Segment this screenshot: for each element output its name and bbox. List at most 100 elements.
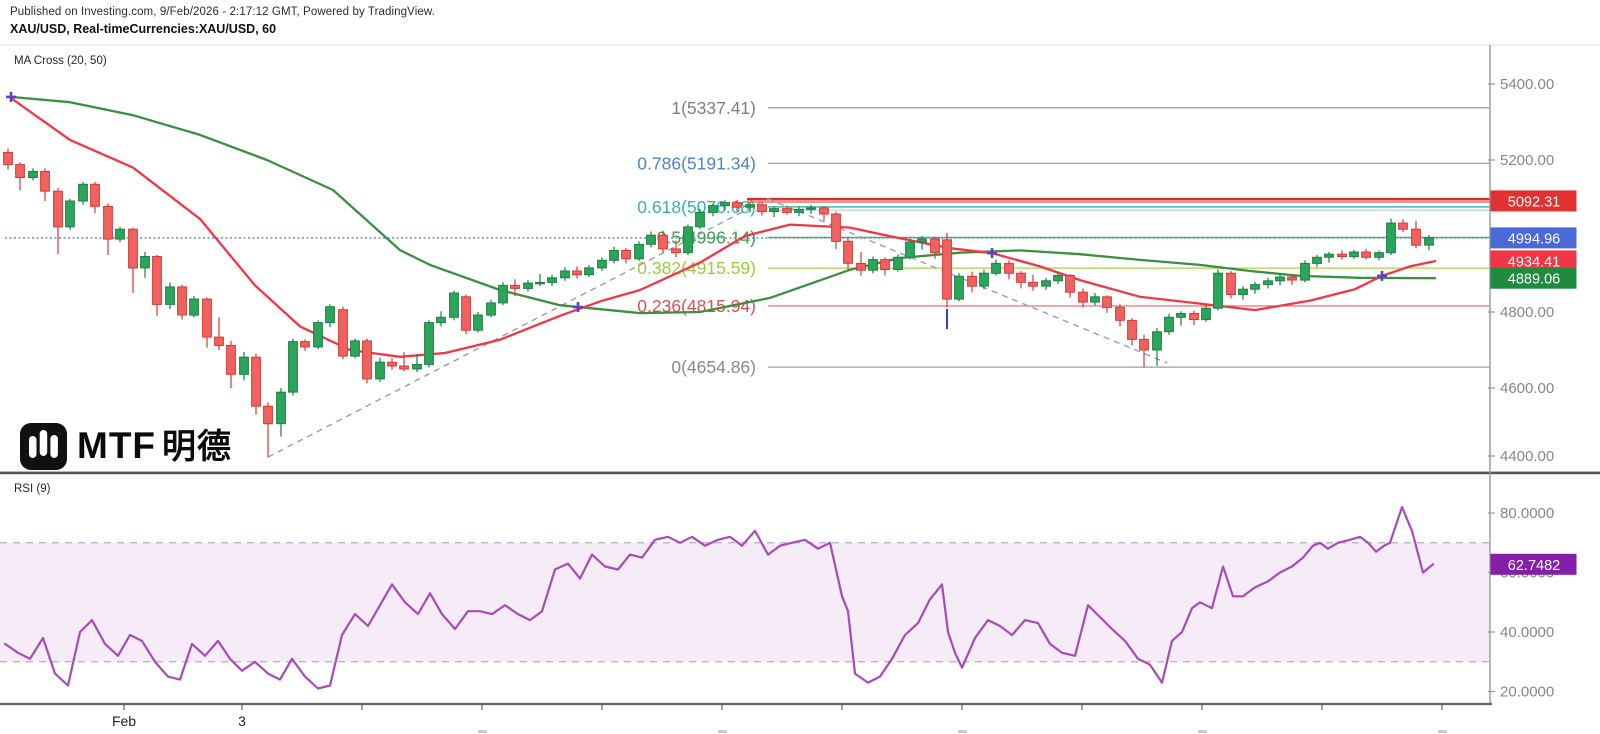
candle-body (140, 256, 150, 269)
fib-label: 0.5(4996.14) (657, 227, 756, 247)
candle-body (547, 277, 557, 283)
candle-body (745, 204, 755, 208)
ma50-line (9, 95, 1437, 315)
trendline (267, 198, 769, 458)
candle-body (473, 314, 483, 331)
candle-body (251, 356, 261, 407)
candle-body (1226, 272, 1236, 296)
candle-body (1312, 256, 1322, 264)
candle-body (1411, 228, 1421, 246)
candle-body (399, 365, 409, 370)
candle-body (1424, 237, 1434, 246)
fib-label: 1(5337.41) (671, 98, 756, 118)
candle-body (1016, 272, 1026, 283)
candle-body (1127, 319, 1137, 340)
price-tick-label: 5400.00 (1500, 76, 1554, 93)
candle-body (658, 234, 668, 250)
candle-body (1287, 276, 1297, 281)
candle-body (794, 208, 804, 213)
candle-body (15, 164, 25, 179)
candle-body (1078, 291, 1088, 303)
price-badge-label: 4889.06 (1508, 272, 1560, 288)
ma-cross-indicator-label: MA Cross (20, 50) (14, 55, 107, 67)
candle-body (1213, 272, 1223, 309)
candle-body (128, 228, 138, 269)
candle-body (214, 336, 224, 347)
candle-body (967, 275, 977, 287)
candle-body (65, 200, 75, 228)
candle-body (103, 205, 113, 240)
candle-body (1139, 338, 1149, 351)
candle-body (510, 284, 520, 289)
mtf-logo-icon (20, 423, 67, 470)
rsi-indicator-label: RSI (9) (14, 483, 51, 495)
candle-body (782, 208, 792, 213)
fib-label: 0(4654.86) (671, 357, 756, 377)
price-tick-label: 4400.00 (1500, 448, 1554, 465)
fib-label: 0.236(4815.94) (637, 296, 756, 316)
candle-body (930, 238, 940, 254)
fib-label: 0.786(5191.34) (637, 153, 756, 173)
candle-body (276, 391, 286, 425)
candle-body (1004, 262, 1014, 274)
clipped-time-label (1438, 730, 1447, 733)
rsi-badge (1490, 553, 1577, 575)
candle-body (806, 207, 816, 210)
candle-body (40, 170, 50, 192)
candle-body (300, 341, 310, 348)
price-badge (1490, 267, 1577, 289)
rsi-band (0, 542, 1490, 662)
candle-body (1324, 253, 1334, 258)
rsi-tick-label: 40.0000 (1500, 624, 1554, 641)
candle-body (412, 363, 422, 370)
price-badge (1490, 250, 1577, 272)
candle-body (1398, 222, 1408, 230)
time-label: Feb (112, 713, 136, 729)
candle-body (436, 316, 446, 324)
candle-body (597, 259, 607, 269)
candle-body (288, 341, 298, 393)
candle-body (53, 190, 63, 228)
candle-body (621, 249, 631, 260)
candle-body (523, 282, 533, 289)
candle-body (90, 183, 100, 207)
candle-body (868, 259, 878, 271)
candle-body (78, 183, 88, 202)
candle-body (1028, 281, 1038, 287)
candle-body (338, 309, 348, 357)
candle-body (1337, 253, 1347, 257)
candle-body (991, 262, 1001, 274)
candle-body (375, 361, 385, 380)
candle-body (1374, 252, 1384, 258)
candle-body (695, 211, 705, 228)
candle-body (609, 249, 619, 261)
candle-body (1152, 331, 1162, 351)
candle-body (449, 292, 459, 318)
candle-body (572, 270, 582, 276)
candle-body (1250, 284, 1260, 290)
price-badge-label: 4934.41 (1508, 254, 1560, 270)
clipped-time-label (958, 730, 967, 733)
candle-body (1115, 306, 1125, 321)
candle-body (1275, 276, 1285, 282)
candle-body (1238, 288, 1248, 296)
candle-body (1053, 275, 1063, 282)
candle-body (856, 262, 866, 271)
candle-body (646, 234, 656, 245)
ma20-line (9, 96, 1437, 358)
candle-body (819, 207, 829, 215)
candle-body (1189, 313, 1199, 321)
candle-body (905, 241, 915, 258)
price-tick-label: 5200.00 (1500, 152, 1554, 169)
candle-body (954, 275, 964, 300)
candle-body (239, 356, 249, 375)
candle-body (893, 256, 903, 270)
candle-body (1090, 296, 1100, 303)
candle-body (350, 340, 360, 357)
candle-body (1164, 316, 1174, 333)
candle-body (189, 298, 199, 316)
price-badge-label: 5092.31 (1508, 194, 1560, 210)
brand-latin: MTF (77, 425, 157, 466)
published-line: Published on Investing.com, 9/Feb/2026 -… (10, 6, 435, 18)
